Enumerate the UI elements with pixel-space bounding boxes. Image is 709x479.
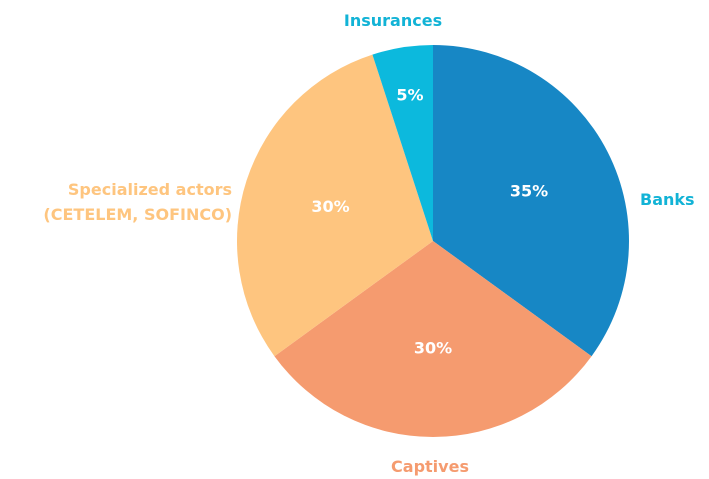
value-label: 30% (311, 197, 349, 216)
pie-slice (237, 54, 433, 357)
value-label: 5% (396, 85, 423, 104)
category-label: Banks (640, 190, 695, 209)
category-label: Insurances (343, 11, 443, 30)
pie-slice (274, 241, 592, 437)
pie-slice (433, 45, 629, 357)
category-label: Specialized actors (CETELEM, SOFINCO) (43, 180, 232, 224)
category-label: Captives (391, 457, 469, 476)
pie-slice (372, 45, 433, 241)
value-label: 35% (510, 182, 548, 201)
value-label: 30% (414, 338, 452, 357)
